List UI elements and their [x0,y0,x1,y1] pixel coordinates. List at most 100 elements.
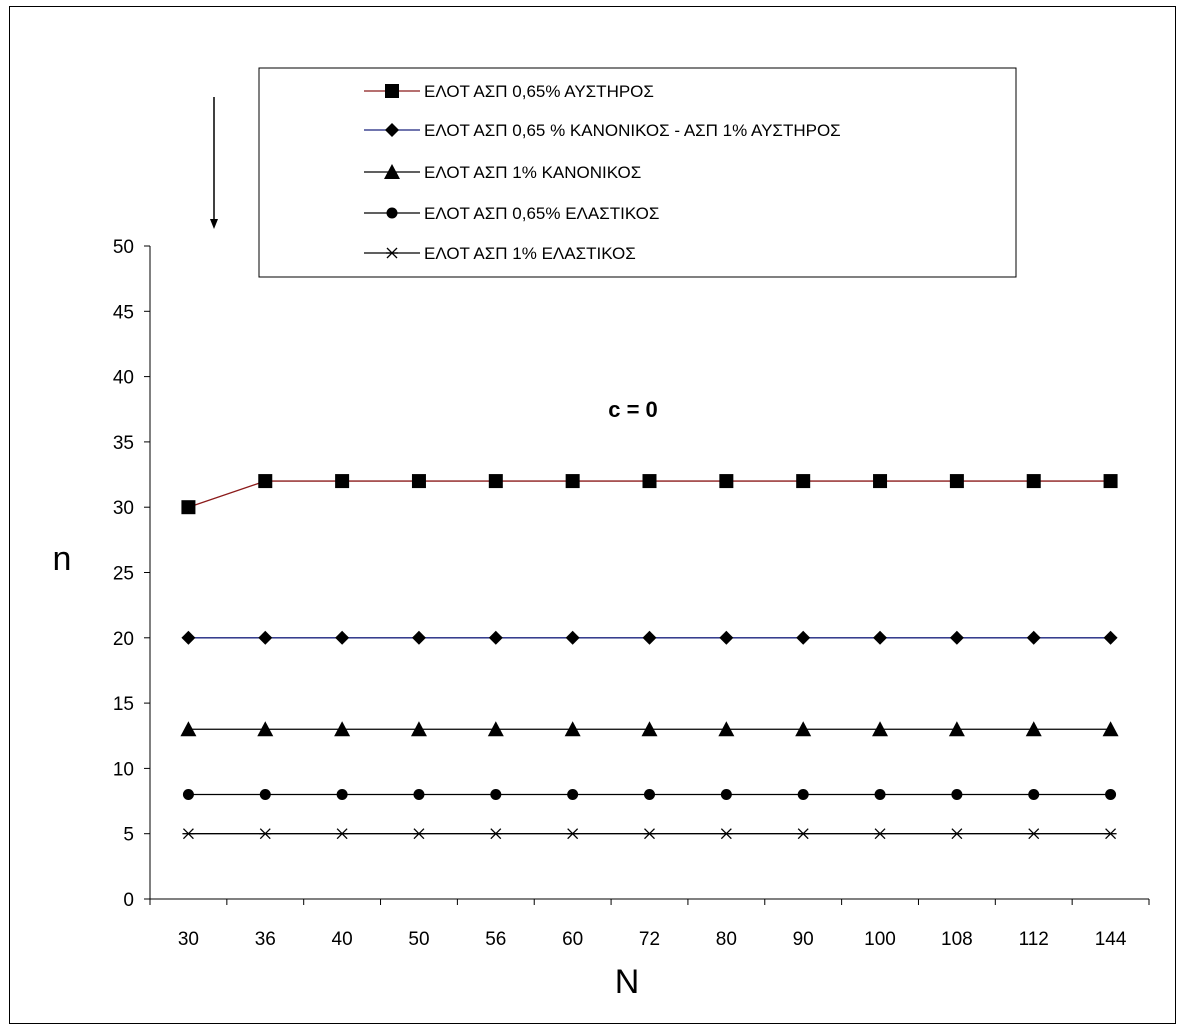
data-point-diamond [488,630,503,645]
legend-item: ΕΛΟΤ ΑΣΠ 0,65 % ΚΑΝΟΝΙΚΟΣ - ΑΣΠ 1% ΑΥΣΤΗ… [364,121,841,140]
data-point-diamond [873,630,888,645]
legend-marker-diamond [385,123,399,137]
legend-label: ΕΛΟΤ ΑΣΠ 0,65 % ΚΑΝΟΝΙΚΟΣ - ΑΣΠ 1% ΑΥΣΤΗ… [424,121,841,140]
data-point-diamond [719,630,734,645]
data-point-square [411,474,426,489]
legend-item: ΕΛΟΤ ΑΣΠ 1% ΚΑΝΟΝΙΚΟΣ [364,163,641,182]
series-layer [180,474,1119,840]
y-tick-label: 45 [113,302,134,323]
legend-marker-circle [386,207,398,219]
series-4 [182,789,1117,801]
data-point-asterisk [182,828,195,840]
chart-annotation: c = 0 [608,397,658,422]
data-point-triangle [564,721,581,737]
x-tick-label: 30 [178,929,199,950]
data-point-asterisk [950,828,963,840]
x-tick-label: 90 [793,929,814,950]
x-tick-label: 144 [1095,929,1127,950]
data-point-circle [490,789,502,801]
y-tick-label: 15 [113,694,134,715]
data-point-triangle [641,721,658,737]
x-axis-ticks: 30 36 40 50 56 60 72 80 90 100 108 112 144 [149,899,1150,950]
data-point-square [335,474,350,489]
x-tick-label: 100 [864,929,896,950]
data-point-square [181,500,196,515]
y-tick-label: 20 [113,629,134,650]
data-point-asterisk [336,828,349,840]
x-tick-label: 80 [716,929,737,950]
x-axis-title: N [615,963,640,1001]
data-point-triangle [410,721,427,737]
y-axis-ticks: 0 5 10 15 20 25 30 35 40 45 50 [113,237,150,911]
data-point-diamond [642,630,657,645]
data-point-triangle [334,721,351,737]
data-point-asterisk [412,828,425,840]
data-point-asterisk [259,828,272,840]
data-point-triangle [718,721,735,737]
legend-label: ΕΛΟΤ ΑΣΠ 1% ΚΑΝΟΝΙΚΟΣ [424,163,641,182]
data-point-diamond [1026,630,1041,645]
y-axis-title: n [53,540,72,578]
data-point-circle [259,789,271,801]
data-point-asterisk [1027,828,1040,840]
data-point-asterisk [489,828,502,840]
x-tick-label: 40 [332,929,353,950]
data-point-asterisk [797,828,810,840]
data-point-circle [1105,789,1117,801]
data-point-circle [1028,789,1040,801]
data-point-diamond [181,630,196,645]
y-tick-label: 10 [113,759,134,780]
data-point-triangle [487,721,504,737]
data-point-square [565,474,580,489]
data-point-square [1103,474,1118,489]
data-point-asterisk [874,828,887,840]
data-point-circle [720,789,732,801]
y-tick-label: 35 [113,433,134,454]
data-point-asterisk [643,828,656,840]
x-tick-label: 108 [941,929,973,950]
x-tick-label: 36 [255,929,276,950]
data-point-triangle [180,721,197,737]
data-point-triangle [948,721,965,737]
x-tick-label: 72 [639,929,660,950]
series-1 [181,474,1118,515]
data-point-circle [797,789,809,801]
data-point-square [873,474,888,489]
data-point-triangle [1102,721,1119,737]
data-point-circle [336,789,348,801]
x-tick-label: 50 [408,929,429,950]
y-tick-label: 5 [123,825,134,846]
data-point-asterisk [566,828,579,840]
data-point-diamond [949,630,964,645]
data-point-diamond [796,630,811,645]
down-arrow-icon [210,97,218,229]
y-tick-label: 25 [113,564,134,585]
data-point-square [642,474,657,489]
data-point-circle [413,789,425,801]
data-point-diamond [411,630,426,645]
y-tick-label: 40 [113,368,134,389]
legend-marker-asterisk [386,247,398,259]
legend-marker-triangle [384,164,400,179]
y-tick-label: 30 [113,498,134,519]
data-point-square [949,474,964,489]
y-tick-label: 50 [113,237,134,258]
data-point-circle [644,789,655,801]
x-tick-label: 60 [562,929,583,950]
x-tick-label: 56 [485,929,506,950]
data-point-diamond [565,630,580,645]
data-point-circle [874,789,886,801]
data-point-triangle [872,721,889,737]
legend-label: ΕΛΟΤ ΑΣΠ 0,65% ΕΛΑΣΤΙΚΟΣ [424,204,659,223]
series-5 [182,828,1117,840]
legend-label: ΕΛΟΤ ΑΣΠ 0,65% ΑΥΣΤΗΡΟΣ [424,82,654,101]
data-point-asterisk [1104,828,1117,840]
data-point-circle [182,789,194,801]
data-point-diamond [258,630,273,645]
data-point-circle [567,789,579,801]
data-point-square [488,474,503,489]
data-point-square [796,474,811,489]
legend-item: ΕΛΟΤ ΑΣΠ 0,65% ΕΛΑΣΤΙΚΟΣ [364,204,659,223]
data-point-square [258,474,273,489]
